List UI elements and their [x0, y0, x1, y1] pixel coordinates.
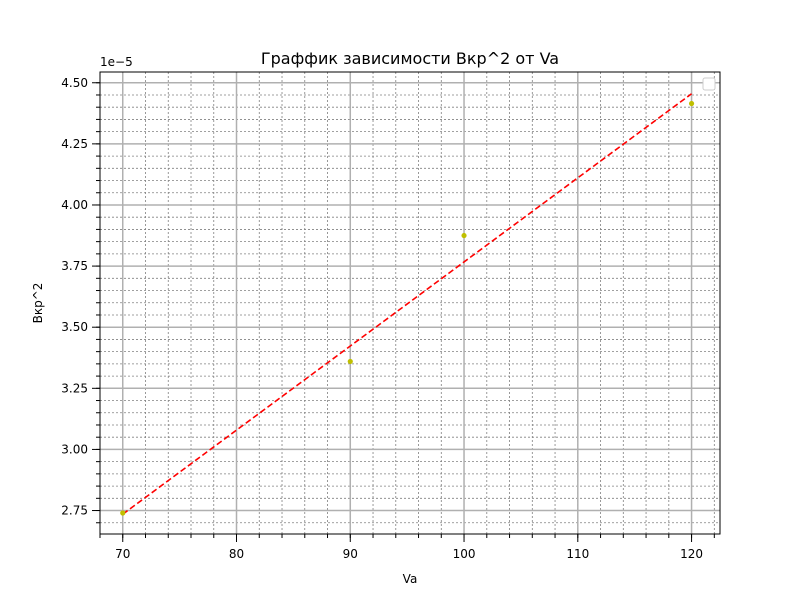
data-point: [347, 358, 353, 365]
y-tick-label: 2.75: [61, 504, 88, 518]
y-axis-ticks: 2.75 3.00 3.25 3.50 3.75 4.00 4.25 4.50: [61, 76, 100, 524]
data-point: [688, 100, 695, 107]
major-grid: [100, 72, 720, 534]
x-tick-label: 90: [343, 547, 358, 561]
y-axis-offset-label: 1e−5: [100, 55, 133, 69]
data-point: [120, 510, 126, 516]
x-tick-label: 70: [115, 547, 130, 561]
legend-box: [702, 77, 716, 91]
x-axis-ticks: 70 80 90 100 110 120: [99, 534, 715, 561]
minor-grid: [99, 72, 720, 534]
y-tick-label: 4.25: [61, 137, 88, 151]
y-tick-label: 4.50: [61, 76, 88, 90]
y-tick-label: 3.25: [61, 381, 88, 395]
series-layer: [120, 93, 695, 516]
x-axis-label: Va: [403, 572, 418, 586]
y-tick-label: 4.00: [61, 198, 88, 212]
fit-line: [122, 93, 693, 515]
y-axis-label: Вкр^2: [31, 283, 45, 324]
x-tick-label: 120: [680, 547, 703, 561]
y-tick-label: 3.00: [61, 442, 88, 456]
x-tick-label: 100: [453, 547, 476, 561]
x-tick-label: 110: [566, 547, 589, 561]
data-point: [461, 232, 467, 239]
y-tick-label: 3.75: [61, 259, 88, 273]
chart-title: Граффик зависимости Вкр^2 от Va: [261, 49, 559, 68]
x-tick-label: 80: [229, 547, 244, 561]
y-tick-label: 3.50: [61, 320, 88, 334]
